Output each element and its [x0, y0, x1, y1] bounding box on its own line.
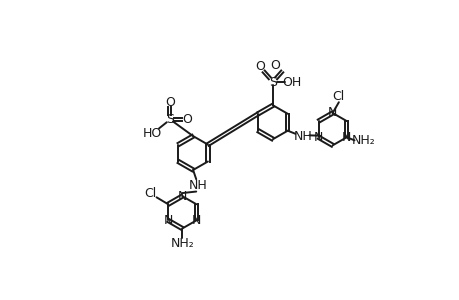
- Text: Cl: Cl: [144, 187, 156, 200]
- Text: O: O: [182, 113, 191, 126]
- Text: HO: HO: [143, 127, 162, 140]
- Text: OH: OH: [281, 76, 301, 89]
- Text: S: S: [166, 113, 174, 126]
- Text: S: S: [269, 76, 276, 89]
- Text: N: N: [163, 214, 173, 227]
- Text: N: N: [327, 106, 336, 119]
- Text: N: N: [341, 131, 351, 144]
- Text: NH₂: NH₂: [170, 237, 194, 250]
- Text: NH: NH: [188, 179, 207, 192]
- Text: NH: NH: [293, 130, 312, 143]
- Text: N: N: [177, 190, 186, 203]
- Text: O: O: [165, 96, 174, 109]
- Text: N: N: [313, 131, 323, 144]
- Text: Cl: Cl: [332, 90, 344, 103]
- Text: N: N: [191, 214, 201, 227]
- Text: O: O: [254, 60, 264, 73]
- Text: NH₂: NH₂: [351, 134, 375, 147]
- Text: O: O: [270, 59, 280, 72]
